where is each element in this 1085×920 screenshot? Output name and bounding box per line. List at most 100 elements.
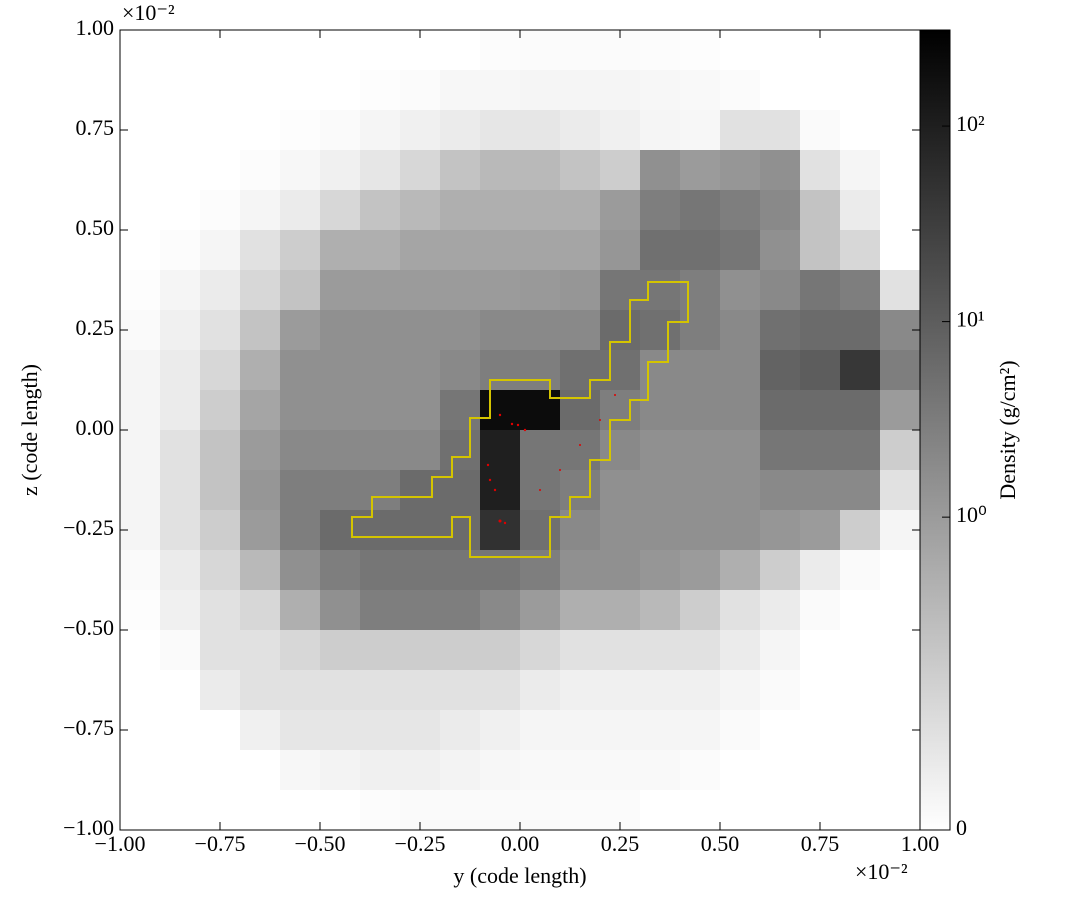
cell: [240, 630, 281, 671]
cell: [560, 110, 601, 151]
cell: [360, 270, 401, 311]
cell: [640, 510, 681, 551]
cell: [640, 230, 681, 271]
cell: [600, 630, 641, 671]
cell: [600, 310, 641, 351]
cell: [680, 510, 721, 551]
cell: [800, 430, 841, 471]
cell: [200, 630, 241, 671]
cell: [560, 230, 601, 271]
cell: [320, 270, 361, 311]
colorbar-label: Density (g/cm²): [995, 360, 1020, 499]
cell: [520, 710, 561, 751]
cell: [760, 190, 801, 231]
cell: [120, 670, 161, 711]
cell: [360, 190, 401, 231]
cell: [680, 350, 721, 391]
cell: [240, 30, 281, 71]
cell: [680, 750, 721, 791]
cell: [600, 390, 641, 431]
cell: [160, 350, 201, 391]
cell: [800, 190, 841, 231]
cell: [480, 510, 521, 551]
x-tick-label: 0.75: [801, 831, 840, 856]
cell: [480, 350, 521, 391]
cell: [280, 350, 321, 391]
cell: [400, 630, 441, 671]
cell: [760, 270, 801, 311]
cell: [720, 790, 761, 831]
cell: [400, 670, 441, 711]
cell: [240, 70, 281, 111]
cell: [320, 310, 361, 351]
cell: [400, 510, 441, 551]
cell: [360, 350, 401, 391]
cell: [640, 350, 681, 391]
y-tick-label: −1.00: [63, 815, 114, 840]
cell: [600, 230, 641, 271]
cell: [280, 390, 321, 431]
cell: [640, 390, 681, 431]
cell: [200, 470, 241, 511]
x-tick-label: 0.25: [601, 831, 640, 856]
cell: [720, 150, 761, 191]
cell: [680, 630, 721, 671]
cell: [480, 310, 521, 351]
colorbar: [919, 29, 951, 831]
cell: [680, 790, 721, 831]
cell: [680, 230, 721, 271]
cell: [440, 110, 481, 151]
cell: [560, 630, 601, 671]
cell: [840, 470, 881, 511]
cell: [480, 150, 521, 191]
cell: [560, 190, 601, 231]
cell: [840, 350, 881, 391]
cell: [280, 230, 321, 271]
cell: [480, 630, 521, 671]
y-tick-label: 0.75: [76, 115, 115, 140]
cell: [520, 190, 561, 231]
cell: [840, 510, 881, 551]
cell: [320, 190, 361, 231]
cell: [240, 750, 281, 791]
x-tick-label: −0.50: [295, 831, 346, 856]
y-tick-label: −0.50: [63, 615, 114, 640]
cell: [160, 190, 201, 231]
cell: [640, 590, 681, 631]
cell: [480, 390, 521, 431]
cell: [800, 110, 841, 151]
cell: [280, 110, 321, 151]
cell: [840, 230, 881, 271]
cell: [440, 790, 481, 831]
cell: [160, 590, 201, 631]
cell: [280, 790, 321, 831]
cell: [160, 550, 201, 591]
cell: [760, 750, 801, 791]
cell: [520, 270, 561, 311]
cell: [720, 190, 761, 231]
cell: [800, 470, 841, 511]
cell: [600, 510, 641, 551]
cell: [600, 350, 641, 391]
heatmap: [120, 30, 921, 831]
cell: [480, 470, 521, 511]
cell: [880, 270, 921, 311]
cell: [560, 750, 601, 791]
cell: [560, 590, 601, 631]
cell: [880, 30, 921, 71]
cell: [760, 630, 801, 671]
cell: [240, 110, 281, 151]
cell: [120, 30, 161, 71]
y-tick-label: 1.00: [76, 15, 115, 40]
cell: [200, 670, 241, 711]
cell: [760, 430, 801, 471]
cell: [360, 30, 401, 71]
cell: [200, 750, 241, 791]
cell: [840, 550, 881, 591]
cell: [520, 110, 561, 151]
cell: [640, 550, 681, 591]
cell: [320, 710, 361, 751]
cell: [680, 190, 721, 231]
cell: [320, 470, 361, 511]
cell: [640, 750, 681, 791]
